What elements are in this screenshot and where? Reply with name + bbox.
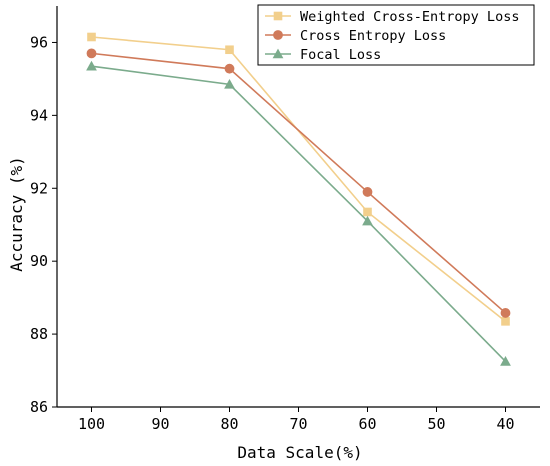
data-point [501,317,510,326]
data-point [87,32,96,42]
data-point [500,356,511,366]
series-line [91,65,507,362]
legend-entry: Focal Loss [265,47,381,63]
y-axis-title: Accuracy (%) [7,156,26,272]
series-line [91,52,507,314]
y-tick-label: 96 [30,33,48,51]
x-tick-label: 70 [289,415,307,433]
data-point [362,215,373,226]
legend: Weighted Cross-Entropy Loss Cross Entropy… [257,4,535,66]
y-tick-label: 90 [30,252,48,270]
data-point [362,187,373,197]
legend-box [257,4,535,66]
axes: 86 88 90 92 94 96 100 90 80 70 60 50 40 [30,6,540,433]
x-tick-label: 80 [220,415,238,433]
series-circle [86,48,511,318]
x-tick-label: 60 [358,415,376,433]
legend-label: Focal Loss [300,47,381,63]
series-line [91,36,506,322]
series-square [87,32,510,326]
data-point [224,63,235,74]
y-tick-label: 88 [30,325,48,343]
legend-entry: Weighted Cross-Entropy Loss [265,9,519,25]
data-point [86,60,97,71]
data-point [86,48,97,59]
legend-label: Cross Entropy Loss [300,28,446,44]
x-axis-title: Data Scale(%) [237,443,362,462]
y-tick-label: 92 [30,179,48,197]
x-tick-label: 50 [427,415,445,433]
y-tick-label: 86 [30,398,48,416]
series-layer [86,32,511,366]
data-point [363,207,372,217]
x-tick-label: 100 [78,415,105,433]
legend-label: Weighted Cross-Entropy Loss [300,9,519,25]
data-point [225,45,234,55]
data-point [224,79,235,89]
data-point [500,308,511,318]
legend-marker [272,48,284,59]
legend-entry: Cross Entropy Loss [265,28,446,44]
x-tick-label: 40 [496,415,514,433]
legend-marker [273,11,283,21]
y-tick-label: 94 [30,106,48,124]
legend-marker [273,30,283,40]
x-tick-label: 90 [151,415,169,433]
series-triangle [86,60,511,366]
